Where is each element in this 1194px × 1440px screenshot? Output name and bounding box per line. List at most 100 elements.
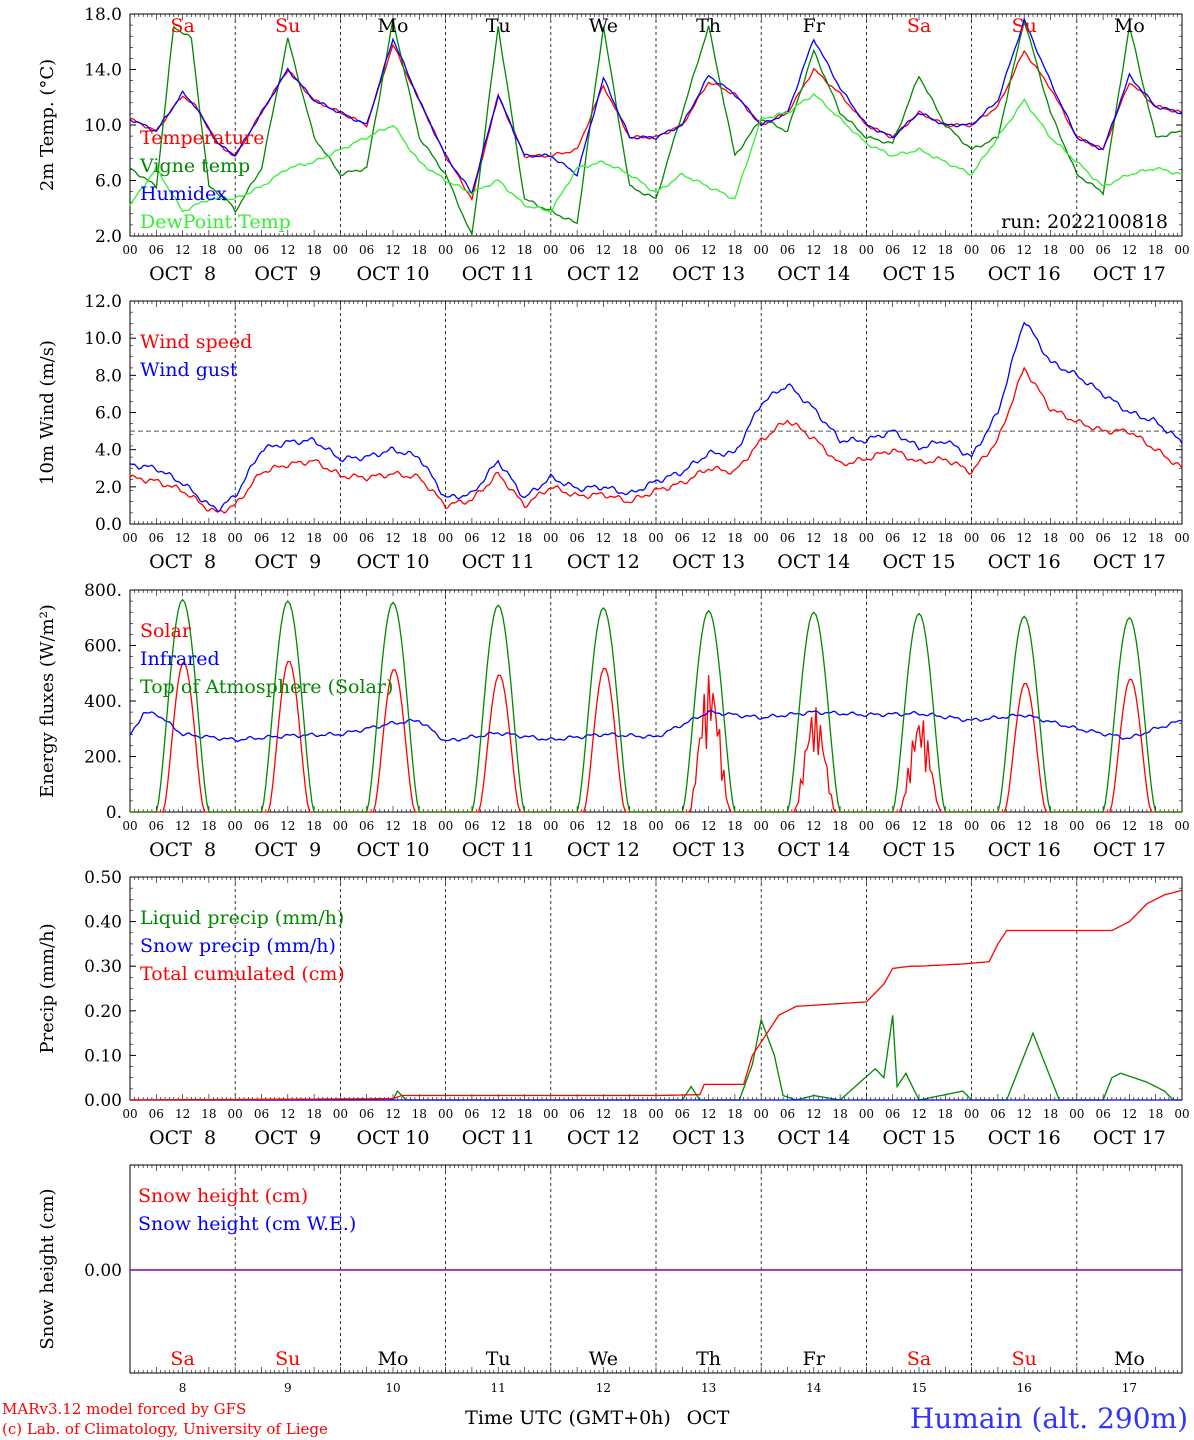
hour-label: 00	[859, 243, 874, 257]
date-label: OCT 9	[254, 1127, 321, 1149]
series-line	[130, 889, 1183, 1101]
series-line	[129, 18, 1183, 237]
series-line	[129, 366, 1183, 514]
y-tick-label: 600.	[84, 637, 122, 657]
run-annotation: run: 2022100818	[1001, 211, 1168, 233]
hour-label: 18	[306, 1107, 321, 1121]
hour-label: 06	[990, 819, 1005, 833]
plot-frame	[129, 300, 1183, 525]
day-abbrev-bottom: Mo	[1114, 1348, 1145, 1370]
hour-label: 12	[1122, 1107, 1137, 1121]
hour-label: 00	[754, 531, 769, 545]
credit-line-2: (c) Lab. of Climatology, University of L…	[2, 1420, 328, 1438]
xaxis-title: Time UTC (GMT+0h)	[465, 1407, 671, 1429]
hour-label: 00	[648, 243, 663, 257]
y-tick-label: 0.0	[95, 515, 122, 535]
hour-label: 18	[832, 819, 847, 833]
hour-label: 00	[333, 243, 348, 257]
hour-label: 12	[806, 531, 821, 545]
hour-label: 06	[780, 531, 795, 545]
y-tick-label: 10.0	[84, 329, 122, 349]
y-tick-label: 0.10	[84, 1046, 122, 1066]
y-tick-label: 18.0	[84, 5, 122, 25]
date-label: OCT 13	[672, 263, 745, 285]
hour-label: 06	[254, 1107, 269, 1121]
hour-label: 06	[149, 531, 164, 545]
date-label: OCT 12	[567, 839, 640, 861]
y-tick-label: 0.50	[84, 868, 122, 888]
y-tick-label: 0.20	[84, 1002, 122, 1022]
hour-label: 06	[885, 531, 900, 545]
hour-label: 06	[1095, 531, 1110, 545]
hour-label: 06	[569, 243, 584, 257]
bottom-day-number: 8	[179, 1381, 187, 1395]
legend-entry: Humidex	[140, 183, 227, 205]
hour-label: 00	[228, 243, 243, 257]
hour-label: 00	[122, 1107, 137, 1121]
hour-label: 12	[1122, 819, 1137, 833]
date-label: OCT 16	[988, 1127, 1061, 1149]
hour-label: 12	[491, 1107, 506, 1121]
hour-label: 06	[254, 531, 269, 545]
hour-label: 06	[1095, 243, 1110, 257]
hour-label: 00	[543, 819, 558, 833]
hour-label: 18	[938, 531, 953, 545]
legend-entry: Temperature	[140, 127, 264, 149]
hour-label: 06	[359, 1107, 374, 1121]
y-tick-label: 4.0	[95, 441, 122, 461]
hour-label: 00	[333, 1107, 348, 1121]
hour-label: 12	[806, 243, 821, 257]
series-line	[129, 93, 1183, 214]
series-line	[129, 709, 1183, 743]
hour-label: 06	[359, 531, 374, 545]
hour-label: 06	[885, 1107, 900, 1121]
hour-label: 12	[1017, 243, 1032, 257]
hour-label: 00	[648, 1107, 663, 1121]
hour-label: 00	[1069, 1107, 1084, 1121]
hour-label: 00	[438, 1107, 453, 1121]
hour-label: 12	[385, 243, 400, 257]
hour-label: 18	[727, 531, 742, 545]
date-label: OCT 11	[462, 839, 535, 861]
hour-label: 00	[754, 1107, 769, 1121]
hour-label: 12	[280, 819, 295, 833]
date-label: OCT 14	[777, 551, 850, 573]
date-label: OCT 12	[567, 1127, 640, 1149]
day-abbrev-top: Su	[1012, 15, 1037, 37]
hour-label: 18	[622, 243, 637, 257]
y-tick-label: 2.0	[95, 227, 122, 247]
hour-label: 18	[1043, 243, 1058, 257]
y-tick-label: 8.0	[95, 366, 122, 386]
hour-label: 12	[596, 819, 611, 833]
hour-label: 18	[938, 819, 953, 833]
hour-label: 00	[1174, 243, 1189, 257]
hour-label: 12	[596, 243, 611, 257]
hour-label: 18	[622, 531, 637, 545]
hour-label: 12	[280, 243, 295, 257]
hour-label: 18	[1148, 819, 1163, 833]
hour-label: 18	[1043, 819, 1058, 833]
bottom-day-number: 14	[806, 1381, 822, 1395]
date-label: OCT 14	[777, 1127, 850, 1149]
hour-label: 06	[675, 819, 690, 833]
hour-label: 12	[701, 531, 716, 545]
day-abbrev-top: Fr	[803, 15, 826, 37]
hour-label: 18	[306, 243, 321, 257]
hour-label: 12	[1017, 531, 1032, 545]
hour-label: 18	[1148, 531, 1163, 545]
hour-label: 06	[464, 819, 479, 833]
y-tick-label: 0.30	[84, 957, 122, 977]
hour-label: 18	[1148, 243, 1163, 257]
day-abbrev-bottom: Sa	[170, 1348, 194, 1370]
hour-label: 06	[149, 243, 164, 257]
hour-label: 06	[569, 819, 584, 833]
credit-line-1: MARv3.12 model forced by GFS	[2, 1400, 246, 1418]
hour-label: 00	[754, 243, 769, 257]
hour-label: 12	[1122, 243, 1137, 257]
date-label: OCT 8	[149, 263, 216, 285]
day-abbrev-top: Sa	[170, 15, 194, 37]
hour-label: 18	[622, 1107, 637, 1121]
date-label: OCT 14	[777, 263, 850, 285]
month-label: OCT	[687, 1407, 730, 1429]
